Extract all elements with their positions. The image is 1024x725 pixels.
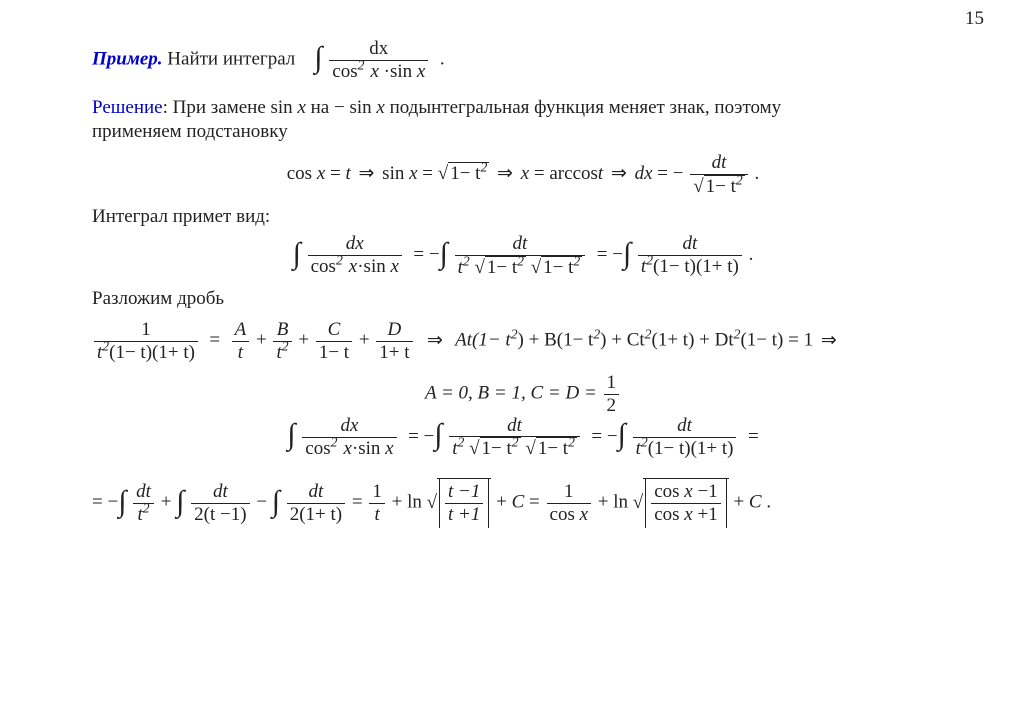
problem-text: Найти интеграл <box>167 49 295 70</box>
substitution: cos x = t ⇒ sin x = √1− t2 ⇒ x = arccost… <box>92 152 954 198</box>
solution-label: Решение <box>92 97 163 118</box>
coefficients: A = 0, B = 1, C = D = 12 <box>92 372 954 417</box>
step3: = −∫ dtt2 + ∫ dt2(t −1) − ∫ dt2(1+ t) = … <box>92 478 954 528</box>
fractions-label: Разложим дробь <box>92 288 954 311</box>
integral-sign: ∫ <box>314 41 322 74</box>
example-heading: Пример. <box>92 49 163 70</box>
problem-line: Пример. Найти интеграл ∫ dx cos2x ·sin x… <box>92 38 954 83</box>
problem-integral: dx cos2x ·sin x <box>329 38 428 83</box>
partial-fractions: 1 t2(1− t)(1+ t) = At + Bt2 + C1− t + D1… <box>92 319 954 364</box>
takes-form: Интеграл примет вид: <box>92 206 954 229</box>
solution-line2: применяем подстановку <box>92 121 954 144</box>
document-page: { "page_number": "15", "heading": "Приме… <box>0 0 1024 538</box>
page-number: 15 <box>965 8 984 30</box>
solution-line1: Решение: При замене sin x на − sin x под… <box>92 97 954 120</box>
step2: ∫ dx cos2x·sin x = −∫ dt t2 √1− t2 √1− t… <box>92 415 954 461</box>
step1: ∫ dx cos2x·sin x = −∫ dt t2 √1− t2 √1− t… <box>92 233 954 279</box>
